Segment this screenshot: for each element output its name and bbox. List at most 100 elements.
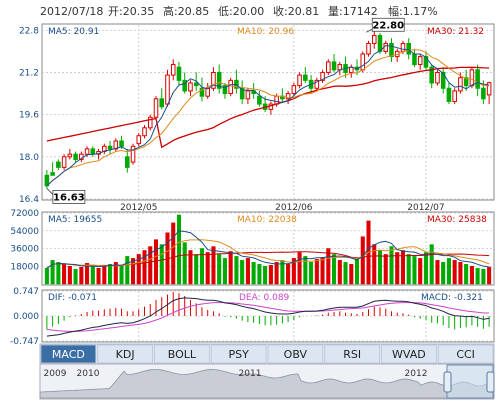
candle-body: [119, 140, 124, 147]
volume-bar: [286, 264, 291, 285]
price-y-tick: 16.4: [19, 195, 39, 205]
candle-body: [371, 35, 377, 44]
header-open: 开:20.35: [108, 5, 154, 18]
candle-body: [452, 90, 457, 102]
navigator-selection[interactable]: [446, 364, 494, 399]
volume-bar: [44, 267, 49, 285]
candle-body: [475, 69, 480, 89]
candle-body: [222, 85, 228, 95]
volume-ma10-label: MA10: 22038: [237, 215, 297, 225]
navigator-year-label: 2009: [44, 369, 67, 379]
volume-bar: [194, 254, 199, 285]
volume-bar: [245, 258, 250, 285]
candle-body: [440, 71, 446, 89]
indicator-tab-macd[interactable]: [40, 344, 97, 364]
volume-bar: [326, 248, 331, 285]
volume-bar: [108, 264, 113, 285]
candle-body: [170, 64, 176, 76]
candle-body: [360, 53, 366, 71]
volume-bar: [159, 244, 164, 285]
macd-dif-label: DIF: -0.071: [48, 293, 97, 303]
indicator-tab-kdj[interactable]: [97, 344, 153, 364]
low-callout-label: 16.63: [53, 192, 85, 203]
volume-bar: [309, 262, 314, 285]
candle-body: [188, 82, 193, 92]
volume-bar: [90, 265, 95, 285]
price-y-tick: 22.8: [19, 26, 39, 36]
volume-bar: [446, 258, 451, 285]
candle-body: [314, 79, 320, 89]
candle-body: [400, 42, 406, 52]
volume-bar: [222, 258, 227, 285]
volume-bar: [85, 263, 90, 285]
high-callout-label: 22.80: [372, 20, 404, 31]
volume-bar: [234, 256, 239, 285]
navigator-year-label: 2010: [77, 369, 100, 379]
candle-body: [125, 156, 130, 168]
volume-bar: [274, 262, 279, 285]
candle-body: [211, 71, 216, 89]
candle-body: [228, 79, 233, 95]
high-callout-pointer: [366, 28, 373, 33]
candle-body: [199, 87, 205, 97]
price-ma30-line: [46, 66, 490, 149]
candle-body: [331, 61, 337, 71]
volume-bar: [406, 254, 411, 285]
volume-bar: [268, 265, 273, 285]
volume-bar: [360, 236, 365, 285]
header-close: 收:20.81: [273, 4, 319, 18]
volume-y-tick: 54000: [10, 227, 39, 237]
indicator-tab-obv[interactable]: [267, 344, 324, 364]
candle-body: [486, 82, 492, 96]
range-navigator: 2009 2010 2011 2012: [39, 363, 495, 400]
macd-y-tick: 0.000: [13, 312, 39, 322]
volume-bar: [481, 268, 486, 285]
volume-ma5-label: MA5: 19655: [48, 215, 102, 225]
navigator-left-handle[interactable]: [443, 371, 452, 393]
volume-bar: [50, 260, 55, 285]
header-date: 2012/07/18: [40, 5, 103, 18]
volume-bar: [96, 267, 101, 285]
candle-body: [165, 74, 170, 105]
indicator-tab-rsi[interactable]: [324, 344, 380, 364]
volume-bar: [297, 252, 302, 285]
volume-bar: [412, 256, 417, 285]
candle-body: [429, 66, 434, 84]
price-panel: 22.8 21.2 19.6 18.0 16.4 2012/05 2012/06 2012/…: [19, 17, 495, 213]
volume-ma5-line: [46, 230, 490, 269]
indicator-tab-psy[interactable]: [210, 344, 267, 364]
candle-body: [303, 74, 308, 81]
candle-body: [176, 66, 182, 81]
volume-bar: [119, 265, 124, 285]
volume-bar: [418, 258, 423, 285]
navigator-area: [39, 369, 495, 399]
volume-bar: [263, 266, 268, 285]
volume-bar: [487, 266, 492, 285]
candle-body: [297, 74, 302, 87]
navigator-right-handle[interactable]: [486, 371, 495, 393]
indicator-tab-cci[interactable]: [437, 344, 494, 364]
volume-bar: [383, 254, 388, 285]
volume-bar: [349, 264, 354, 285]
macd-y-tick: -0.747: [10, 337, 39, 347]
volume-bar: [136, 254, 141, 285]
macd-dea-label: DEA: 0.089: [239, 293, 290, 303]
candle-body: [383, 42, 389, 52]
candle-body: [216, 71, 222, 89]
candle-body: [73, 153, 78, 160]
volume-bar: [354, 258, 360, 285]
volume-bar: [113, 262, 118, 285]
header-high: 高:20.85: [163, 4, 209, 18]
volume-y-tick: 72000: [10, 209, 39, 219]
indicator-tab-wvad[interactable]: [381, 344, 437, 364]
candle-body: [44, 174, 50, 187]
volume-bar: [130, 258, 136, 285]
candle-body: [239, 87, 245, 100]
macd-dif-line: [46, 297, 490, 337]
high-callout-box: [371, 17, 405, 32]
indicator-tab-label: OBV: [284, 348, 308, 361]
indicator-tab-boll[interactable]: [154, 344, 210, 364]
macd-dea-line: [46, 302, 490, 332]
volume-bar: [148, 246, 153, 285]
